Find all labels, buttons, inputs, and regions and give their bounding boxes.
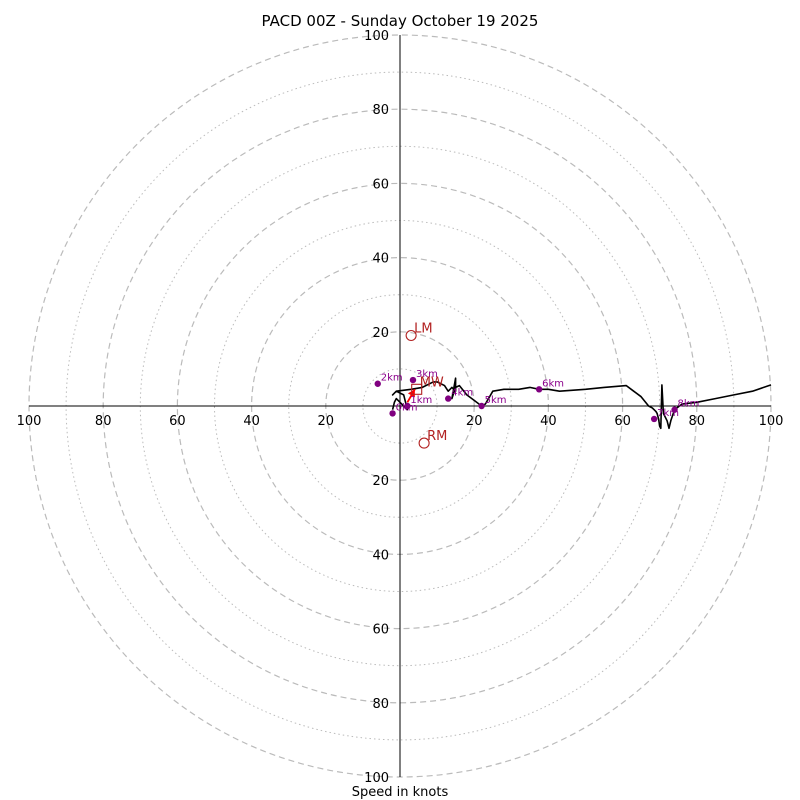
height-label-3km: 3km <box>416 369 438 380</box>
axes <box>29 35 771 777</box>
height-marker-1km <box>404 402 411 410</box>
height-marker-0km <box>389 410 396 417</box>
height-label-8km: 8km <box>678 399 700 410</box>
y-tick-label: 100 <box>364 29 389 44</box>
height-label-5km: 5km <box>485 395 507 406</box>
x-tick-label: 40 <box>540 414 557 429</box>
height-marker-6km <box>535 386 543 393</box>
lm-marker <box>405 329 417 342</box>
height-label-4km: 4km <box>451 388 473 399</box>
x-tick-label: 100 <box>759 414 784 429</box>
lm-label: LM <box>414 322 432 337</box>
y-tick-label: 40 <box>372 252 389 267</box>
y-tick-label: 20 <box>372 326 389 341</box>
height-marker-5km <box>478 402 485 410</box>
y-tick-label: 20 <box>372 474 389 489</box>
y-tick-label: 40 <box>372 548 389 563</box>
x-tick-label: 100 <box>17 414 42 429</box>
rm-label: RM <box>427 429 447 444</box>
height-marker-4km <box>445 395 452 402</box>
y-tick-label: 80 <box>372 103 389 118</box>
x-tick-label: 80 <box>689 414 706 429</box>
y-tick-label: 60 <box>372 177 389 192</box>
height-marker-8km <box>671 406 678 413</box>
mean-wind-marker <box>411 383 423 395</box>
y-tick-label: 80 <box>372 697 389 712</box>
x-tick-label: 20 <box>466 414 483 429</box>
height-label-6km: 6km <box>542 378 564 389</box>
chart-title: PACD 00Z - Sunday October 19 2025 <box>262 12 539 30</box>
x-tick-label: 60 <box>614 414 631 429</box>
height-label-2km: 2km <box>381 373 403 384</box>
height-label-1km: 1km <box>410 395 432 406</box>
tick-labels: 20 20 20 20 40 40 40 40 60 60 60 60 80 80 80 80 100 100 10… <box>17 29 784 786</box>
hodograph-line <box>391 377 772 430</box>
x-tick-label: 80 <box>95 414 112 429</box>
height-markers: 0km1km2km3km4km5km6km7km8km <box>374 369 700 423</box>
height-label-7km: 7km <box>657 408 679 419</box>
storm-motion-markers: LM RM MW <box>405 322 447 449</box>
height-marker-7km <box>650 415 658 423</box>
mw-label: MW <box>420 375 444 390</box>
x-tick-label: 40 <box>243 414 260 429</box>
height-marker-2km <box>374 380 381 387</box>
y-tick-label: 100 <box>364 771 389 786</box>
x-tick-label: 20 <box>318 414 335 429</box>
rm-marker <box>418 437 430 449</box>
y-tick-label: 60 <box>372 623 389 638</box>
x-axis-label: Speed in knots <box>352 785 449 800</box>
hodograph-series <box>391 377 772 430</box>
x-tick-label: 60 <box>169 414 186 429</box>
height-marker-3km <box>409 376 417 384</box>
